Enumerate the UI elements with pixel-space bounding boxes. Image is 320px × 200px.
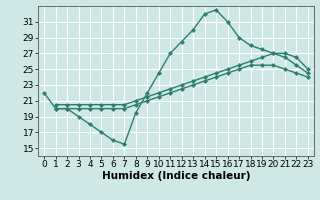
X-axis label: Humidex (Indice chaleur): Humidex (Indice chaleur)	[102, 171, 250, 181]
